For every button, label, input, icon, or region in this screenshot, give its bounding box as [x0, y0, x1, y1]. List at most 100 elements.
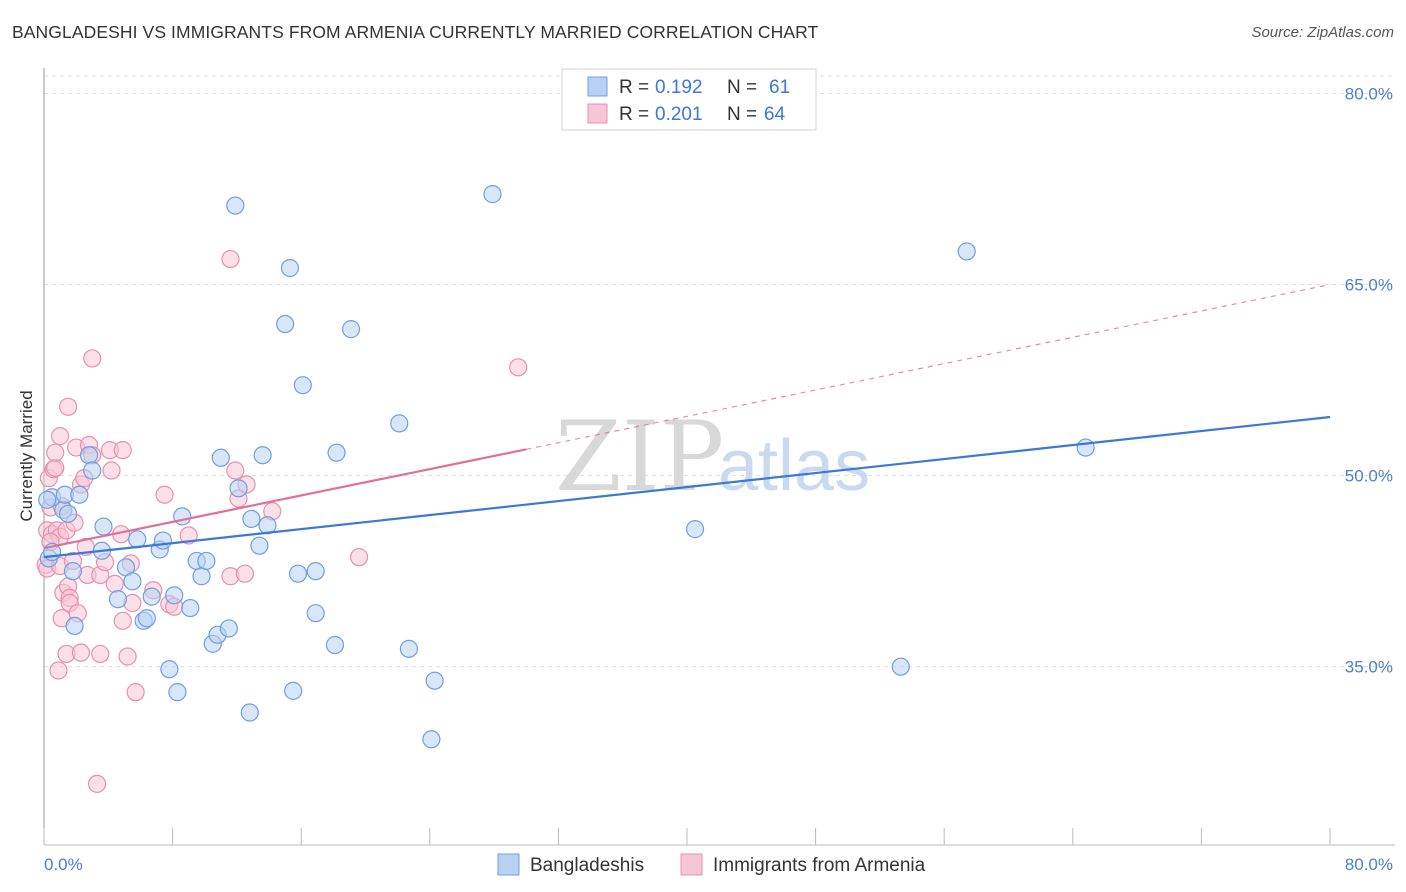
y-axis-label: Currently Married	[17, 390, 36, 521]
bangladeshi-point-21	[153, 531, 173, 550]
armenia-point-39	[102, 461, 121, 480]
bangladeshi-point-50	[341, 320, 361, 339]
bangladeshi-point-10	[83, 461, 102, 480]
bangladeshi-point-29	[197, 551, 216, 571]
bangladeshi-point-24	[168, 683, 187, 702]
bangladeshi-point-6	[63, 562, 83, 581]
armenia-point-11	[50, 427, 70, 446]
legend-r-value-pink: 0.201	[655, 104, 703, 125]
bangladeshi-point-5	[59, 504, 78, 523]
armenia-point-35	[91, 644, 110, 664]
trend-line-armenia-dashed	[526, 283, 1331, 450]
series-legend: Bangladeshis Immigrants from Armenia	[497, 853, 926, 876]
bottom-legend-swatch-bangladeshis	[497, 853, 520, 876]
bottom-legend-label-bangladeshis: Bangladeshis	[530, 855, 644, 876]
bangladeshi-point-48	[325, 635, 345, 655]
legend-swatch-blue	[587, 76, 608, 97]
bottom-legend-label-armenia: Immigrants from Armenia	[713, 855, 926, 876]
armenia-point-7	[46, 458, 65, 478]
axes	[43, 68, 1395, 846]
bangladeshi-point-49	[327, 443, 346, 462]
legend-r-value-blue: 0.192	[655, 77, 703, 98]
bangladeshi-point-41	[276, 314, 295, 334]
armenia-point-34	[87, 774, 107, 793]
bangladeshi-point-37	[242, 509, 261, 529]
y-tick-label-65: 65.0%	[1345, 276, 1393, 295]
legend-n-value-blue: 61	[769, 77, 790, 98]
bangladeshi-point-9	[79, 446, 99, 465]
legend-r-label-blue: R =	[619, 77, 649, 98]
x-tick-label-max: 80.0%	[1345, 855, 1393, 874]
bangladeshi-point-44	[288, 564, 308, 583]
legend-n-label-blue: N =	[727, 77, 757, 98]
bangladeshi-point-43	[284, 681, 303, 700]
bangladeshi-point-58	[957, 242, 976, 261]
bangladeshi-point-33	[219, 619, 238, 638]
bangladeshi-point-25	[173, 507, 192, 526]
armenia-point-61	[509, 358, 528, 377]
bangladeshi-point-45	[293, 376, 312, 395]
bangladeshi-point-42	[280, 258, 300, 278]
watermark-atlas: atlas	[718, 426, 870, 506]
bangladeshi-point-32	[211, 448, 230, 467]
armenia-point-58	[235, 564, 255, 583]
legend-swatch-pink	[587, 103, 608, 124]
bangladeshi-point-19	[142, 587, 161, 606]
bangladeshi-point-55	[483, 185, 502, 204]
bangladeshi-point-7	[65, 616, 84, 636]
bangladeshi-point-51	[390, 414, 409, 433]
legend-r-label-pink: R =	[619, 104, 649, 125]
watermark-zip: ZIP	[555, 401, 724, 513]
bangladeshi-point-23	[165, 586, 184, 605]
watermark: ZIP atlas	[555, 401, 870, 513]
armenia-point-8	[46, 443, 65, 462]
bangladeshi-point-59	[1076, 438, 1095, 457]
source-credit: Source: ZipAtlas.com	[1251, 24, 1394, 41]
armenia-point-26	[71, 643, 91, 662]
bangladeshi-point-52	[399, 639, 419, 658]
bangladeshi-point-22	[160, 660, 179, 679]
armenia-point-60	[349, 548, 369, 567]
armenia-point-18	[59, 397, 78, 416]
bangladeshi-point-46	[306, 562, 325, 581]
bangladeshi-point-56	[685, 520, 705, 539]
bangladeshi-point-36	[240, 703, 259, 722]
series-immigrants-from-armenia	[36, 249, 528, 793]
y-tick-label-35: 35.0%	[1345, 658, 1393, 677]
bangladeshi-point-34	[226, 196, 245, 215]
trend-line-bangladeshis	[43, 415, 1331, 559]
x-axis-ticks	[43, 828, 1331, 845]
bangladeshi-point-57	[891, 657, 910, 676]
bangladeshi-point-35	[229, 479, 248, 498]
armenia-point-32	[83, 349, 102, 368]
armenia-point-40	[105, 574, 124, 593]
y-axis-tick-labels: 35.0% 50.0% 65.0% 80.0%	[1345, 84, 1393, 676]
armenia-point-55	[226, 461, 245, 480]
bangladeshi-point-13	[108, 590, 128, 609]
armenia-point-10	[49, 661, 68, 680]
armenia-point-52	[179, 526, 198, 545]
armenia-point-49	[155, 485, 174, 504]
trend-lines	[43, 283, 1331, 559]
legend-n-label-pink: N =	[727, 104, 757, 125]
legend-n-value-pink: 64	[764, 104, 786, 125]
armenia-point-53	[221, 249, 240, 269]
trend-line-armenia-solid	[43, 448, 527, 550]
bangladeshi-point-60	[38, 490, 57, 509]
armenia-point-42	[113, 441, 132, 460]
y-tick-label-80: 80.0%	[1345, 84, 1393, 103]
bottom-legend-swatch-armenia	[680, 853, 703, 876]
armenia-point-44	[118, 647, 137, 666]
bangladeshi-point-53	[422, 730, 441, 749]
bangladeshi-point-26	[181, 598, 200, 618]
bangladeshi-point-39	[253, 446, 272, 465]
stats-legend: R = 0.192 N = 61 R = 0.201 N = 64	[561, 68, 817, 131]
y-tick-label-50: 50.0%	[1345, 467, 1393, 486]
bangladeshi-point-15	[123, 572, 142, 591]
bangladeshi-point-12	[94, 517, 113, 536]
bangladeshi-point-18	[137, 609, 156, 628]
bangladeshi-point-28	[192, 567, 211, 586]
armenia-point-47	[126, 683, 145, 702]
bangladeshi-point-47	[306, 604, 325, 623]
